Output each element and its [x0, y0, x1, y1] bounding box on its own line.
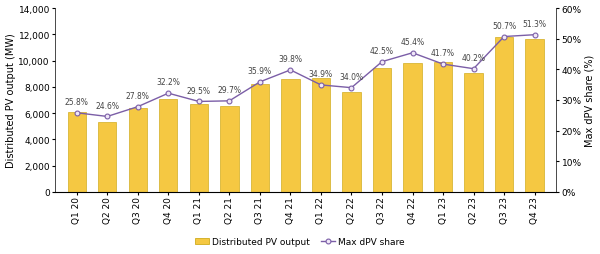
Bar — [190, 104, 208, 192]
Bar — [128, 108, 147, 192]
Text: 24.6%: 24.6% — [95, 101, 119, 110]
Text: 42.5%: 42.5% — [370, 46, 394, 55]
Text: 35.9%: 35.9% — [248, 67, 272, 76]
Text: 34.0%: 34.0% — [340, 72, 364, 81]
Text: 51.3%: 51.3% — [523, 20, 547, 29]
Bar — [98, 123, 116, 192]
Bar — [159, 100, 178, 192]
Y-axis label: Distributed PV output (MW): Distributed PV output (MW) — [5, 34, 16, 168]
Text: 34.9%: 34.9% — [309, 70, 333, 79]
Bar — [373, 69, 391, 192]
Text: 39.8%: 39.8% — [278, 55, 302, 64]
Bar — [434, 63, 452, 192]
Bar — [312, 78, 330, 192]
Bar — [220, 107, 239, 192]
Bar — [526, 40, 544, 192]
Text: 27.8%: 27.8% — [126, 91, 150, 100]
Text: 32.2%: 32.2% — [157, 78, 180, 87]
Legend: Distributed PV output, Max dPV share: Distributed PV output, Max dPV share — [191, 233, 409, 249]
Bar — [403, 64, 422, 192]
Text: 40.2%: 40.2% — [461, 54, 485, 62]
Text: 29.7%: 29.7% — [217, 86, 241, 94]
Bar — [281, 80, 299, 192]
Text: 50.7%: 50.7% — [492, 22, 516, 30]
Text: 25.8%: 25.8% — [65, 98, 89, 106]
Text: 45.4%: 45.4% — [400, 38, 425, 47]
Text: 29.5%: 29.5% — [187, 86, 211, 95]
Bar — [251, 85, 269, 192]
Y-axis label: Max dPV share (%): Max dPV share (%) — [584, 55, 595, 147]
Bar — [495, 38, 513, 192]
Bar — [68, 113, 86, 192]
Bar — [464, 74, 483, 192]
Text: 41.7%: 41.7% — [431, 49, 455, 58]
Bar — [343, 93, 361, 192]
